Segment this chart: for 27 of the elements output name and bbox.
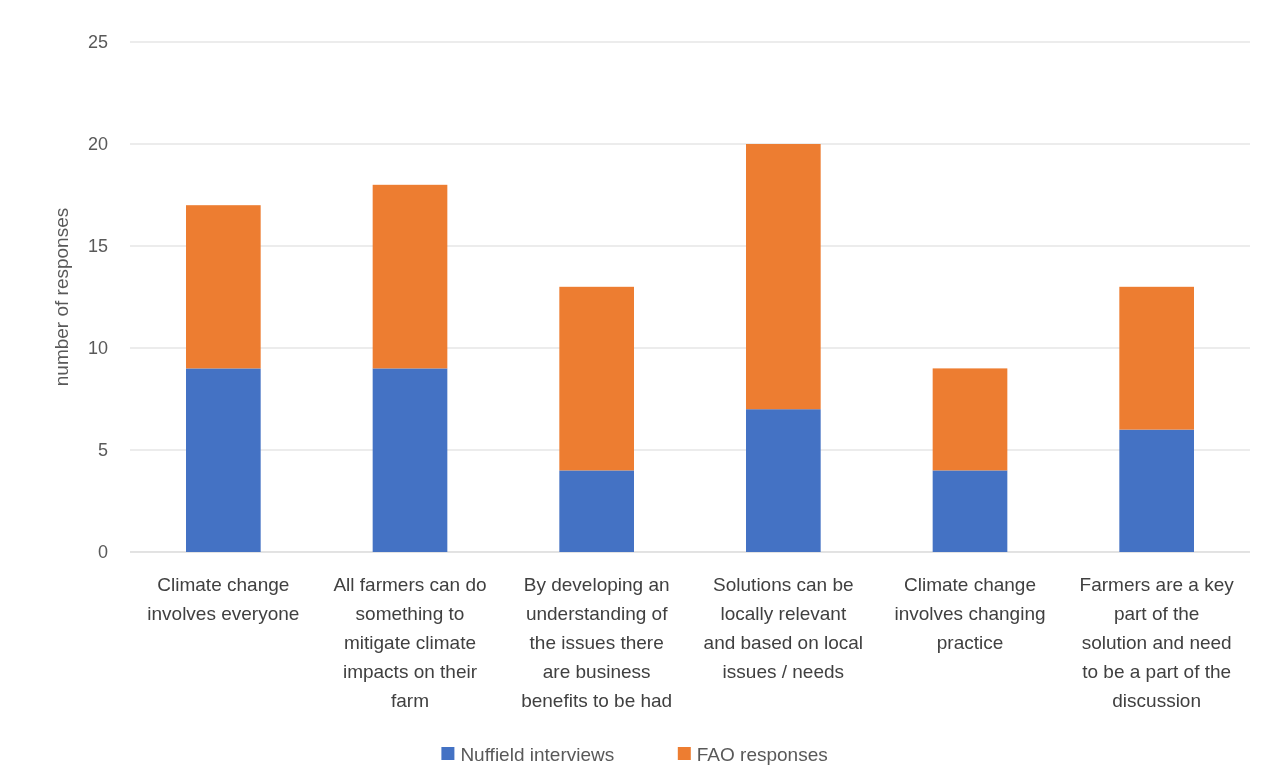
bar — [372, 368, 448, 552]
y-tick-label: 25 — [87, 32, 108, 53]
bar — [746, 144, 821, 410]
bar — [1119, 429, 1194, 552]
bar — [932, 368, 1008, 471]
bar — [186, 205, 261, 369]
y-tick-label: 15 — [87, 236, 108, 257]
x-tick-label: Solutions can be locally relevant and based on local issues / needs — [703, 573, 864, 682]
x-tick-label: Farmers are a key part of the solution and need to be a part of the discussion — [1079, 573, 1235, 711]
y-axis-title: number of responses — [51, 207, 72, 387]
bar — [186, 368, 261, 552]
bar — [559, 286, 634, 471]
y-tick-label: 5 — [97, 440, 108, 461]
x-tick-label: By developing an understanding of the issues there are business benefits to be had — [521, 573, 673, 711]
bar — [372, 184, 448, 369]
x-tick-label: Climate change involves everyone — [147, 573, 300, 624]
y-tick-label: 20 — [87, 134, 108, 155]
y-tick-label: 0 — [97, 542, 108, 563]
x-tick-label: All farmers can do something to mitigate climate impacts on their farm — [333, 573, 487, 711]
legend-label: FAO responses — [696, 743, 828, 765]
bar — [932, 470, 1008, 552]
x-tick-label: Climate change involves changing practice — [894, 573, 1046, 653]
y-tick-label: 10 — [87, 338, 108, 359]
bar — [746, 409, 821, 552]
legend-label: Nuffield interviews — [460, 743, 615, 765]
bar — [559, 470, 634, 552]
bar — [1119, 286, 1194, 430]
